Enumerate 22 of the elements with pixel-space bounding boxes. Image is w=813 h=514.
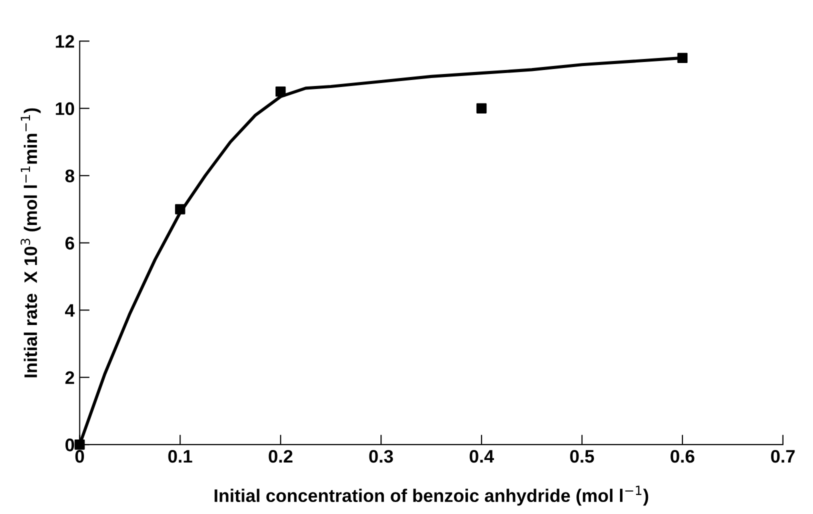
x-tick-label: 0.4: [470, 450, 494, 463]
x-tick-label: 0.1: [168, 450, 192, 463]
x-tick-label: 0.2: [268, 450, 292, 463]
y-tick-label: 8: [65, 170, 74, 182]
y-axis-title: Initial rate X 10$^{3}$ (mol l$^{−1}$min$^{−1}$): [20, 108, 41, 378]
point: [276, 86, 286, 97]
point: [175, 204, 186, 214]
x-axis-title: Initial concentration of benzoic anhydride (mol l$^{−1}$): [214, 486, 648, 506]
x-tick-label: 0.7: [771, 450, 795, 463]
point: [74, 440, 85, 450]
point: [677, 52, 688, 64]
x-tick-label: 0.5: [570, 450, 594, 463]
y-tick-label: 0: [65, 438, 74, 452]
y-tick-label: 6: [65, 236, 74, 250]
x-tick-label: 0: [75, 450, 84, 463]
y-tick-label: 12: [56, 35, 74, 48]
y-tick-label: 4: [65, 304, 75, 317]
x-tick-label: 0.3: [369, 450, 393, 463]
y-tick-label: 2: [65, 371, 74, 384]
point: [476, 103, 487, 114]
y-tick-label: 10: [56, 102, 74, 116]
x-tick-label: 0.6: [670, 450, 694, 463]
